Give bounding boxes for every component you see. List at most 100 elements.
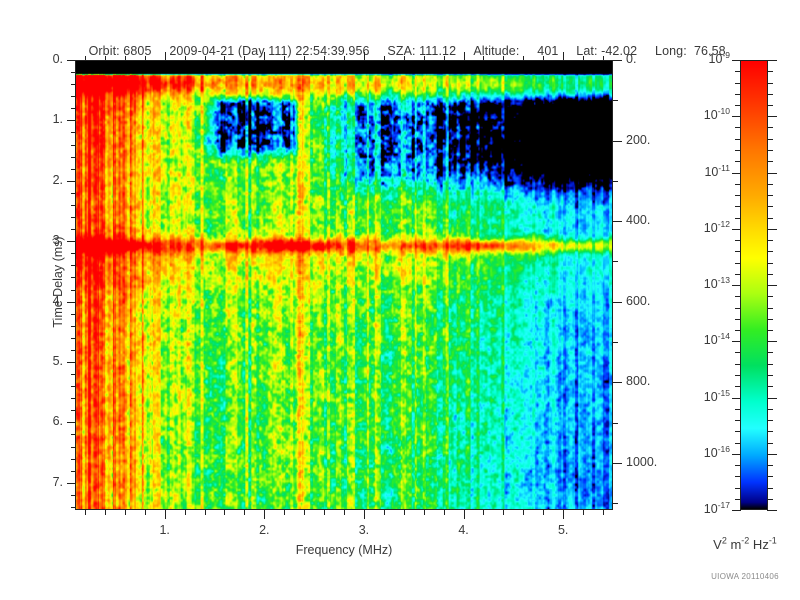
axis-tick bbox=[71, 169, 76, 170]
axis-tick bbox=[125, 56, 126, 61]
x-axis-title: Frequency (MHz) bbox=[295, 543, 393, 557]
axis-tick bbox=[244, 510, 245, 515]
axis-tick bbox=[613, 342, 618, 343]
axis-tick bbox=[264, 52, 265, 61]
credit-label: UIOWA 20110406 bbox=[711, 572, 779, 581]
colorbar-minor-tick bbox=[767, 184, 773, 185]
colorbar-minor-tick bbox=[735, 184, 741, 185]
axis-tick bbox=[71, 253, 76, 254]
axis-tick bbox=[165, 52, 166, 61]
colorbar-units: V2 m-2 Hz-1 bbox=[713, 536, 777, 553]
colorbar-tick bbox=[767, 60, 777, 61]
axis-tick bbox=[67, 362, 76, 363]
axis-tick bbox=[444, 510, 445, 515]
x-axis-tick-label: 3. bbox=[358, 523, 370, 537]
axis-tick bbox=[71, 108, 76, 109]
colorbar-tick bbox=[732, 173, 741, 174]
axis-tick bbox=[404, 56, 405, 61]
colorbar-tick bbox=[767, 454, 777, 455]
colorbar-minor-tick bbox=[767, 431, 773, 432]
colorbar-tick bbox=[732, 398, 741, 399]
axis-tick bbox=[613, 423, 618, 424]
axis-tick bbox=[105, 56, 106, 61]
colorbar-minor-tick bbox=[735, 352, 741, 353]
colorbar-minor-tick bbox=[735, 330, 741, 331]
axis-tick bbox=[543, 56, 544, 61]
colorbar-tick bbox=[767, 341, 777, 342]
axis-tick bbox=[71, 338, 76, 339]
colorbar-minor-tick bbox=[767, 218, 773, 219]
colorbar-minor-tick bbox=[735, 375, 741, 376]
colorbar-minor-tick bbox=[735, 443, 741, 444]
axis-tick bbox=[563, 510, 564, 519]
axis-tick bbox=[503, 510, 504, 515]
axis-tick bbox=[67, 241, 76, 242]
axis-tick bbox=[67, 60, 76, 61]
axis-tick bbox=[71, 410, 76, 411]
axis-tick bbox=[71, 434, 76, 435]
colorbar-tick-label: 10-12 bbox=[703, 218, 730, 235]
axis-tick bbox=[464, 52, 465, 61]
axis-tick bbox=[284, 56, 285, 61]
colorbar-minor-tick bbox=[767, 150, 773, 151]
colorbar-minor-tick bbox=[735, 409, 741, 410]
axis-tick bbox=[125, 510, 126, 515]
colorbar-minor-tick bbox=[735, 127, 741, 128]
colorbar-tick-label: 10-10 bbox=[703, 106, 730, 123]
colorbar-minor-tick bbox=[735, 240, 741, 241]
axis-tick bbox=[483, 510, 484, 515]
y-axis-right-tick-label: 1000. bbox=[626, 454, 658, 469]
colorbar-tick-label: 10-16 bbox=[703, 443, 730, 460]
axis-tick bbox=[71, 398, 76, 399]
axis-tick bbox=[67, 302, 76, 303]
axis-tick bbox=[71, 217, 76, 218]
axis-tick bbox=[364, 52, 365, 61]
colorbar-minor-tick bbox=[735, 499, 741, 500]
axis-tick bbox=[85, 510, 86, 515]
axis-tick bbox=[71, 132, 76, 133]
axis-tick bbox=[145, 510, 146, 515]
x-axis-tick-label: 1. bbox=[159, 523, 170, 537]
axis-tick bbox=[145, 56, 146, 61]
axis-tick bbox=[71, 374, 76, 375]
colorbar-minor-tick bbox=[735, 364, 741, 365]
axis-tick bbox=[583, 510, 584, 515]
colorbar-minor-tick bbox=[767, 409, 773, 410]
axis-tick bbox=[205, 510, 206, 515]
axis-tick bbox=[384, 510, 385, 515]
colorbar-minor-tick bbox=[735, 71, 741, 72]
axis-tick bbox=[613, 181, 618, 182]
axis-tick bbox=[67, 422, 76, 423]
colorbar-minor-tick bbox=[767, 375, 773, 376]
colorbar-minor-tick bbox=[767, 240, 773, 241]
y-axis-right-tick-label: 400. bbox=[626, 213, 651, 228]
axis-tick bbox=[71, 193, 76, 194]
axis-tick bbox=[71, 265, 76, 266]
colorbar-minor-tick bbox=[767, 263, 773, 264]
axis-tick bbox=[67, 181, 76, 182]
colorbar-minor-tick bbox=[735, 488, 741, 489]
axis-tick bbox=[344, 510, 345, 515]
colorbar-minor-tick bbox=[767, 251, 773, 252]
colorbar-minor-tick bbox=[735, 94, 741, 95]
axis-tick bbox=[603, 510, 604, 515]
colorbar-tick bbox=[732, 229, 741, 230]
axis-tick bbox=[503, 56, 504, 61]
colorbar-tick bbox=[767, 285, 777, 286]
colorbar-minor-tick bbox=[767, 94, 773, 95]
axis-tick bbox=[71, 386, 76, 387]
axis-tick bbox=[613, 382, 622, 383]
y-axis-right-tick-label: 200. bbox=[626, 132, 651, 147]
axis-tick bbox=[67, 483, 76, 484]
colorbar-minor-tick bbox=[735, 150, 741, 151]
axis-tick bbox=[205, 56, 206, 61]
colorbar-minor-tick bbox=[735, 319, 741, 320]
axis-tick bbox=[71, 507, 76, 508]
axis-tick bbox=[324, 510, 325, 515]
axis-tick bbox=[613, 463, 622, 464]
axis-tick bbox=[224, 510, 225, 515]
colorbar-minor-tick bbox=[767, 476, 773, 477]
axis-tick bbox=[364, 510, 365, 519]
colorbar-tick bbox=[732, 60, 741, 61]
axis-tick bbox=[71, 145, 76, 146]
